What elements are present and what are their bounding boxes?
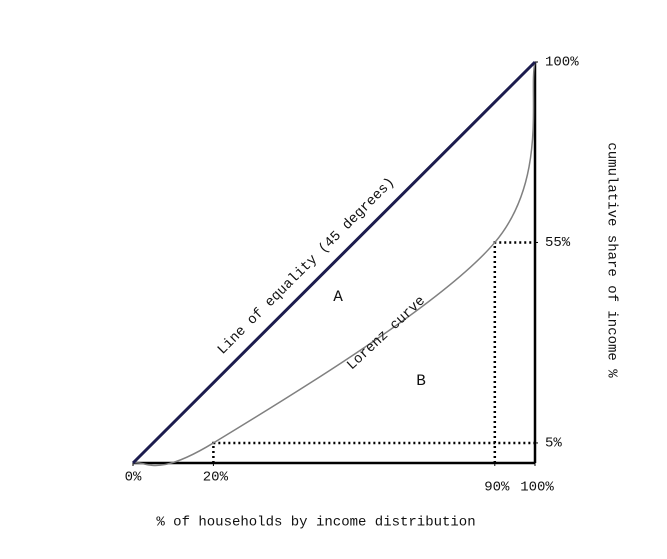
y-tick-label: 5% xyxy=(545,436,562,452)
equality-line xyxy=(131,60,537,465)
y-tick-label: 100% xyxy=(545,55,579,71)
guide-line xyxy=(212,441,535,463)
lorenz-label: Lorenz curve xyxy=(344,293,429,373)
x-tick-label: 0% xyxy=(125,470,142,486)
guide-line xyxy=(493,241,535,463)
area-label: A xyxy=(333,288,343,306)
area-label: B xyxy=(416,372,426,390)
y-axis-title: cumulative share of income % xyxy=(603,142,619,378)
y-tick-label: 55% xyxy=(545,235,571,251)
x-tick-label: 20% xyxy=(203,470,229,486)
x-axis-title: % of households by income distribution xyxy=(156,515,475,531)
x-tick-label: 90% xyxy=(484,480,510,496)
lorenz-curve xyxy=(132,61,536,467)
x-tick-label: 100% xyxy=(520,480,554,496)
equality-label: Line of equality (45 degrees) xyxy=(215,175,399,359)
